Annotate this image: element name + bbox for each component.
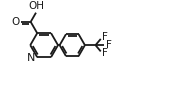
Text: N: N (27, 53, 35, 63)
Text: F: F (102, 48, 108, 58)
Text: O: O (11, 17, 19, 27)
Text: F: F (106, 40, 112, 50)
Text: OH: OH (28, 1, 44, 11)
Text: F: F (102, 32, 108, 42)
